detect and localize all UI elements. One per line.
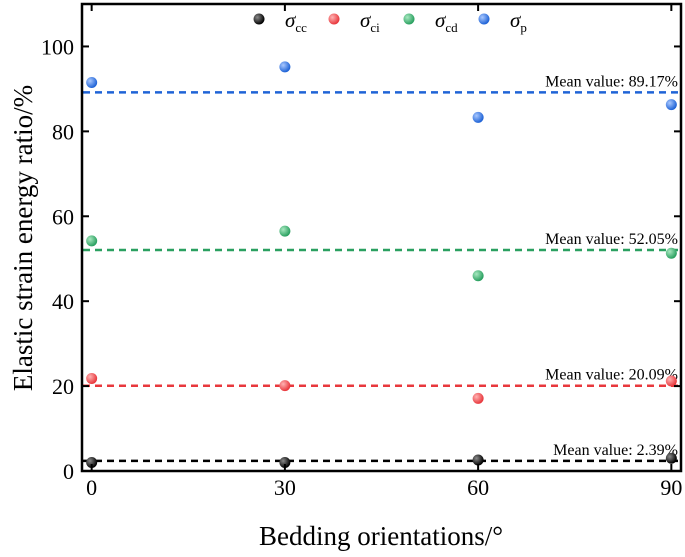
legend-label-cc: σcc [285, 8, 307, 35]
point-cd-90 [665, 247, 677, 259]
legend-marker-cd [403, 13, 415, 25]
point-ci-90 [665, 375, 677, 387]
y-tick-label: 80 [52, 119, 74, 144]
legend-item-p: σp [478, 8, 527, 35]
legend-marker-ci [328, 13, 340, 25]
legend-item-cc: σcc [253, 8, 307, 35]
y-tick-label: 100 [41, 34, 74, 59]
legend-marker-cc [253, 13, 265, 25]
legend-marker-p [478, 13, 490, 25]
legend-label-p: σp [510, 8, 527, 35]
point-cc-0 [86, 457, 98, 469]
y-tick-label: 40 [52, 289, 74, 314]
plot-frame [80, 2, 683, 473]
x-tick-label: 0 [86, 475, 97, 500]
point-p-0 [86, 77, 98, 89]
legend-item-ci: σci [328, 8, 380, 35]
point-ci-30 [279, 380, 291, 392]
mean-label-cc: Mean value: 2.39% [553, 442, 678, 459]
y-tick-label: 0 [63, 459, 74, 484]
y-tick-label: 60 [52, 204, 74, 229]
legend: σcc σci σcd σp [253, 8, 527, 35]
legend-item-cd: σcd [403, 8, 458, 35]
point-cd-30 [279, 225, 291, 237]
point-cc-30 [279, 457, 291, 469]
point-ci-0 [86, 372, 98, 384]
data-points [86, 61, 677, 469]
point-p-60 [472, 111, 484, 123]
point-ci-60 [472, 392, 484, 404]
mean-label-p: Mean value: 89.17% [545, 73, 678, 90]
point-cd-60 [472, 270, 484, 282]
point-cc-60 [472, 454, 484, 466]
x-axis-title: Bedding orientations/° [259, 521, 503, 551]
y-axis-title: Elastic strain energy ratio/% [8, 85, 38, 391]
mean-lines: Mean value: 2.39% Mean value: 20.09% Mean … [83, 73, 680, 463]
legend-label-cd: σcd [435, 8, 458, 35]
mean-label-ci: Mean value: 20.09% [545, 367, 678, 384]
axis-ticks: 0 30 60 90 0 20 40 60 80 100 [41, 4, 682, 500]
x-tick-label: 90 [660, 475, 682, 500]
legend-label-ci: σci [360, 8, 380, 35]
y-tick-label: 20 [52, 374, 74, 399]
x-tick-label: 60 [467, 475, 489, 500]
point-cd-0 [86, 235, 98, 247]
x-tick-label: 30 [274, 475, 296, 500]
point-p-90 [665, 99, 677, 111]
mean-label-cd: Mean value: 52.05% [545, 231, 678, 248]
point-p-30 [279, 61, 291, 73]
point-cc-90 [665, 452, 677, 464]
